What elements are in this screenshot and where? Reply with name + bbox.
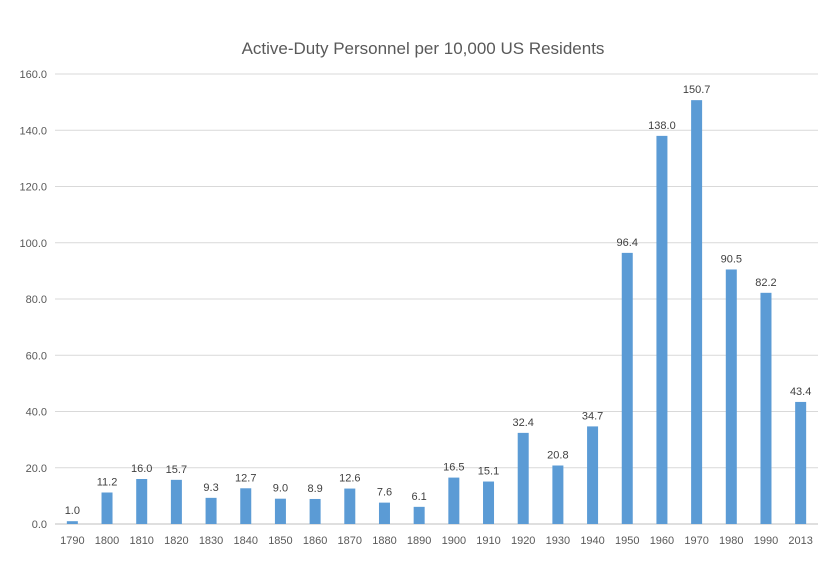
x-tick-label: 1980 [719,535,743,547]
x-tick-label: 1820 [164,535,188,547]
y-axis-ticks: 0.0 20.0 40.0 60.0 80.0 100.0 120.0 140.0 160.0 [19,69,47,531]
y-tick-label: 80.0 [26,294,47,306]
bar [413,506,425,524]
x-tick-label: 1790 [60,535,84,547]
x-tick-label: 1880 [372,535,396,547]
x-tick-label: 1950 [615,535,639,547]
bar [725,269,737,524]
data-label: 9.3 [203,482,218,494]
bar [240,488,252,524]
bar [274,498,286,524]
x-tick-label: 1840 [234,535,258,547]
bar [587,426,599,524]
bar [795,401,807,524]
data-label: 16.0 [131,463,152,475]
gridlines [55,73,818,525]
data-label: 12.7 [235,472,256,484]
x-tick-label: 1970 [684,535,708,547]
data-label: 8.9 [307,483,322,495]
bar [517,432,529,524]
bar [136,479,148,524]
bars [66,100,807,524]
data-label: 15.1 [478,466,499,478]
data-label: 150.7 [683,84,711,96]
x-tick-label: 1870 [338,535,362,547]
y-tick-label: 0.0 [32,519,47,531]
x-tick-label: 1910 [476,535,500,547]
x-tick-label: 1800 [95,535,119,547]
y-tick-label: 60.0 [26,350,47,362]
data-label: 6.1 [412,491,427,503]
data-label: 9.0 [273,483,288,495]
x-tick-label: 1990 [754,535,778,547]
x-tick-label: 1940 [580,535,604,547]
bar [760,292,772,524]
data-label: 43.4 [790,386,811,398]
bar [483,481,495,524]
bar [344,488,356,524]
y-tick-label: 160.0 [19,69,47,81]
x-tick-label: 1860 [303,535,327,547]
bar [101,492,113,524]
x-tick-label: 1810 [129,535,153,547]
x-tick-label: 1890 [407,535,431,547]
bar [552,465,564,524]
bar [66,521,78,524]
bar [448,477,460,524]
x-tick-label: 1920 [511,535,535,547]
y-tick-label: 120.0 [19,182,47,194]
chart-title: Active-Duty Personnel per 10,000 US Resi… [242,39,605,58]
bar [656,135,668,524]
data-label: 34.7 [582,410,603,422]
bar [205,497,217,524]
bar [309,498,321,524]
x-tick-label: 2013 [788,535,812,547]
data-label: 7.6 [377,487,392,499]
y-tick-label: 40.0 [26,407,47,419]
data-label: 11.2 [97,477,118,489]
x-tick-label: 1960 [650,535,674,547]
x-tick-label: 1830 [199,535,223,547]
bar [691,100,703,524]
data-label: 138.0 [648,120,676,132]
data-label: 15.7 [166,464,187,476]
bar [378,502,390,524]
data-labels: 1.0 11.2 16.0 15.7 9.3 12.7 9.0 8.9 12.6 7.6 6.1 16… [65,84,812,517]
y-tick-label: 140.0 [19,125,47,137]
bar [170,479,182,524]
data-label: 1.0 [65,505,80,517]
data-label: 90.5 [721,253,742,265]
x-axis-ticks: 1790 1800 1810 1820 1830 1840 1850 1860 1870 1880… [60,535,813,547]
x-tick-label: 1930 [546,535,570,547]
data-label: 32.4 [512,417,533,429]
data-label: 12.6 [339,473,360,485]
y-tick-label: 100.0 [19,238,47,250]
data-label: 82.2 [755,277,776,289]
x-tick-label: 1850 [268,535,292,547]
data-label: 96.4 [617,237,638,249]
y-tick-label: 20.0 [26,463,47,475]
data-label: 20.8 [547,450,568,462]
x-tick-label: 1900 [442,535,466,547]
data-label: 16.5 [443,462,464,474]
bar [621,252,633,524]
